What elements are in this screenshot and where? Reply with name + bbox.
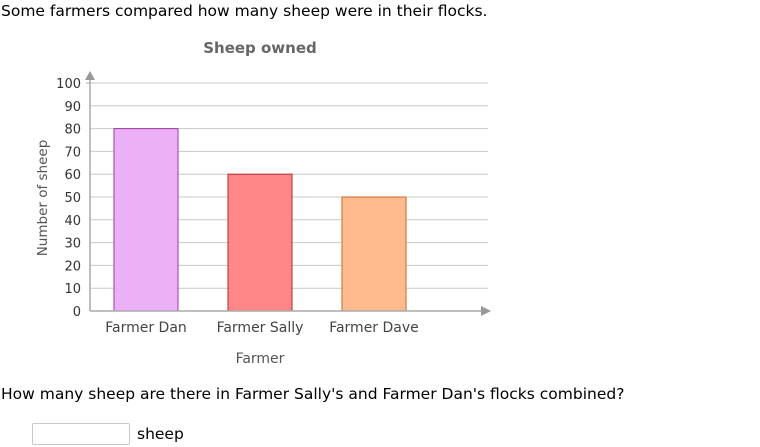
answer-unit: sheep — [137, 425, 184, 443]
bar — [227, 173, 293, 312]
bar-chart: Sheep owned 0 10 20 30 40 50 60 70 80 90 100 Farme… — [35, 39, 491, 367]
y-tick-label: 30 — [64, 237, 81, 252]
y-axis-arrow — [85, 71, 95, 80]
y-tick-label: 60 — [64, 168, 81, 183]
y-tick-label: 50 — [64, 191, 81, 206]
x-tick-label: Farmer Dan — [105, 320, 187, 336]
y-tick-label: 80 — [64, 123, 81, 138]
intro-text: Some farmers compared how many sheep wer… — [1, 2, 488, 20]
x-tick-label: Farmer Dave — [329, 320, 419, 336]
answer-row: sheep — [32, 422, 184, 446]
y-tick-label: 10 — [64, 282, 81, 297]
x-axis-arrow — [481, 306, 491, 316]
x-tick-label: Farmer Sally — [217, 320, 304, 336]
bar — [113, 128, 179, 312]
y-tick-label: 20 — [64, 259, 81, 274]
y-tick-label: 90 — [64, 100, 81, 115]
y-axis-label: Number of sheep — [35, 140, 51, 257]
bars — [113, 128, 407, 312]
y-tick-label: 0 — [73, 305, 81, 320]
x-axis-label: Farmer — [236, 351, 285, 367]
y-tick-label: 40 — [64, 214, 81, 229]
x-tick-labels: Farmer Dan Farmer Sally Farmer Dave — [105, 320, 419, 336]
axes — [85, 71, 491, 316]
bar — [341, 196, 407, 312]
chart-title: Sheep owned — [203, 39, 317, 57]
y-tick-label: 70 — [64, 145, 81, 160]
question-text: How many sheep are there in Farmer Sally… — [1, 385, 625, 403]
y-tick-label: 100 — [56, 77, 81, 92]
y-tick-labels: 0 10 20 30 40 50 60 70 80 90 100 — [56, 77, 81, 320]
answer-input[interactable] — [32, 423, 130, 445]
